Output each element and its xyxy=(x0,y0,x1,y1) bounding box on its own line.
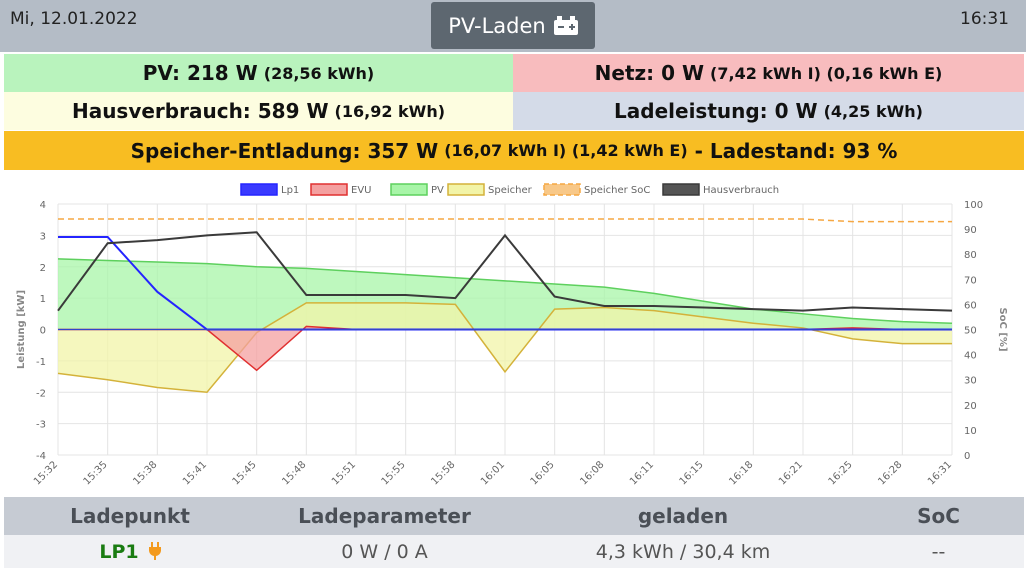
x-tick-label: 16:15 xyxy=(678,459,706,487)
y2-tick-label: 80 xyxy=(964,250,977,261)
y-tick-label: 4 xyxy=(40,200,46,211)
lp-cell: LP1 xyxy=(4,541,256,563)
y2-tick-label: 90 xyxy=(964,225,977,236)
legend-swatch xyxy=(390,183,428,196)
mode-label: PV-Laden xyxy=(448,13,546,38)
series-area-pv xyxy=(58,258,952,330)
lp-param: 0 W / 0 A xyxy=(341,540,428,563)
haus-detail: (16,92 kWh) xyxy=(334,101,446,121)
legend-label: Hausverbrauch xyxy=(703,185,779,196)
x-tick-label: 15:35 xyxy=(82,459,110,487)
lade-status: Ladeleistung: 0 W (4,25 kWh) xyxy=(513,92,1024,130)
netz-detail: (7,42 kWh I) (0,16 kWh E) xyxy=(710,63,943,83)
x-tick-label: 15:48 xyxy=(280,459,308,487)
power-chart[interactable]: -4 -3 -2 -1 0 1 2 3 4 0 10 20 30 40 50 60 70 80 90 100 15:32… xyxy=(4,172,1024,495)
chart-svg: -4-3-2-101234010203040506070809010015:32… xyxy=(16,183,1008,488)
y-tick-label: -4 xyxy=(36,451,46,462)
lade-detail: (4,25 kWh) xyxy=(823,101,923,121)
header-soc: SoC xyxy=(917,504,960,528)
table-row[interactable]: LP1 0 W / 0 A 4,3 kWh / 30,4 km -- xyxy=(4,535,1024,568)
y-tick-label: 2 xyxy=(40,263,46,274)
legend-label: EVU xyxy=(351,185,371,196)
legend-label: Lp1 xyxy=(281,185,299,196)
x-tick-label: 16:18 xyxy=(727,459,755,487)
x-tick-label: 15:51 xyxy=(330,459,358,487)
x-tick-label: 16:31 xyxy=(926,459,954,487)
header-geladen: geladen xyxy=(637,504,729,528)
x-tick-label: 16:08 xyxy=(578,459,606,487)
y-tick-label: 3 xyxy=(40,231,46,242)
table-header: Ladepunkt Ladeparameter geladen SoC xyxy=(4,497,1024,535)
series-line-pv xyxy=(57,258,953,324)
x-tick-label: 15:38 xyxy=(131,459,159,487)
y-tick-label: -3 xyxy=(36,420,46,431)
y2-tick-label: 10 xyxy=(964,426,977,437)
netz-status: Netz: 0 W (7,42 kWh I) (0,16 kWh E) xyxy=(513,54,1024,92)
haus-status: Hausverbrauch: 589 W (16,92 kWh) xyxy=(4,92,513,130)
y2-tick-label: 70 xyxy=(964,275,977,286)
x-tick-label: 15:45 xyxy=(231,459,259,487)
y-tick-label: 1 xyxy=(40,294,46,305)
series-area-speicher xyxy=(58,302,952,393)
y-axis-title: Leistung [kW] xyxy=(16,290,27,369)
x-tick-label: 15:41 xyxy=(181,459,209,487)
y-tick-label: -2 xyxy=(36,388,46,399)
y2-tick-label: 20 xyxy=(964,401,977,412)
legend-swatch xyxy=(240,183,278,196)
x-tick-label: 15:58 xyxy=(429,459,457,487)
y2-axis-title: SoC [%] xyxy=(997,307,1008,351)
legend-swatch xyxy=(662,183,700,196)
speicher-detail: (16,07 kWh I) (1,42 kWh E) xyxy=(444,141,688,160)
speicher-soc-label: - Ladestand: 93 % xyxy=(694,138,898,163)
pv-status: PV: 218 W (28,56 kWh) xyxy=(4,54,513,92)
header-ladeparameter: Ladeparameter xyxy=(298,504,471,528)
y2-tick-label: 50 xyxy=(964,326,977,337)
y2-tick-label: 100 xyxy=(964,200,983,211)
legend-swatch xyxy=(543,183,581,196)
y2-tick-label: 40 xyxy=(964,351,977,362)
x-tick-label: 15:32 xyxy=(32,459,60,487)
top-bar: Mi, 12.01.2022 PV-Laden 16:31 xyxy=(0,0,1026,52)
y2-tick-label: 60 xyxy=(964,300,977,311)
y-tick-label: -1 xyxy=(36,357,46,368)
pv-detail: (28,56 kWh) xyxy=(263,63,375,83)
lp-name: LP1 xyxy=(99,540,139,563)
legend-label: PV xyxy=(431,185,444,196)
legend-label: Speicher SoC xyxy=(584,185,650,196)
netz-label: Netz: 0 W xyxy=(594,61,705,85)
x-tick-label: 16:11 xyxy=(628,459,656,487)
plug-icon xyxy=(143,541,161,563)
time-display: 16:31 xyxy=(960,9,1009,29)
y2-tick-label: 0 xyxy=(964,451,970,462)
legend-swatch xyxy=(310,183,348,196)
series-line-speicher xyxy=(57,302,952,394)
x-tick-label: 16:25 xyxy=(827,459,855,487)
speicher-status: Speicher-Entladung: 357 W (16,07 kWh I) (… xyxy=(4,131,1024,170)
y-tick-label: 0 xyxy=(40,326,46,337)
car-battery-icon xyxy=(553,16,578,35)
x-tick-label: 15:55 xyxy=(380,459,408,487)
series-line-hausverbrauch xyxy=(57,231,953,312)
x-tick-label: 16:05 xyxy=(529,459,557,487)
lp-charged: 4,3 kWh / 30,4 km xyxy=(595,540,771,563)
x-tick-label: 16:21 xyxy=(777,459,805,487)
x-tick-label: 16:01 xyxy=(479,459,507,487)
haus-label: Hausverbrauch: 589 W xyxy=(71,99,329,123)
date-display: Mi, 12.01.2022 xyxy=(10,9,138,29)
speicher-label: Speicher-Entladung: 357 W xyxy=(130,138,439,163)
lade-label: Ladeleistung: 0 W xyxy=(614,99,818,123)
header-ladepunkt: Ladepunkt xyxy=(70,504,190,528)
lp-soc: -- xyxy=(931,540,946,563)
pv-label: PV: 218 W xyxy=(142,61,258,85)
x-tick-label: 16:28 xyxy=(876,459,904,487)
series-line-speicher-soc xyxy=(58,218,952,223)
series-area-evu xyxy=(58,326,952,371)
mode-button[interactable]: PV-Laden xyxy=(431,2,595,49)
y2-tick-label: 30 xyxy=(964,376,977,387)
legend-label: Speicher xyxy=(488,185,533,196)
legend-swatch xyxy=(447,183,485,196)
